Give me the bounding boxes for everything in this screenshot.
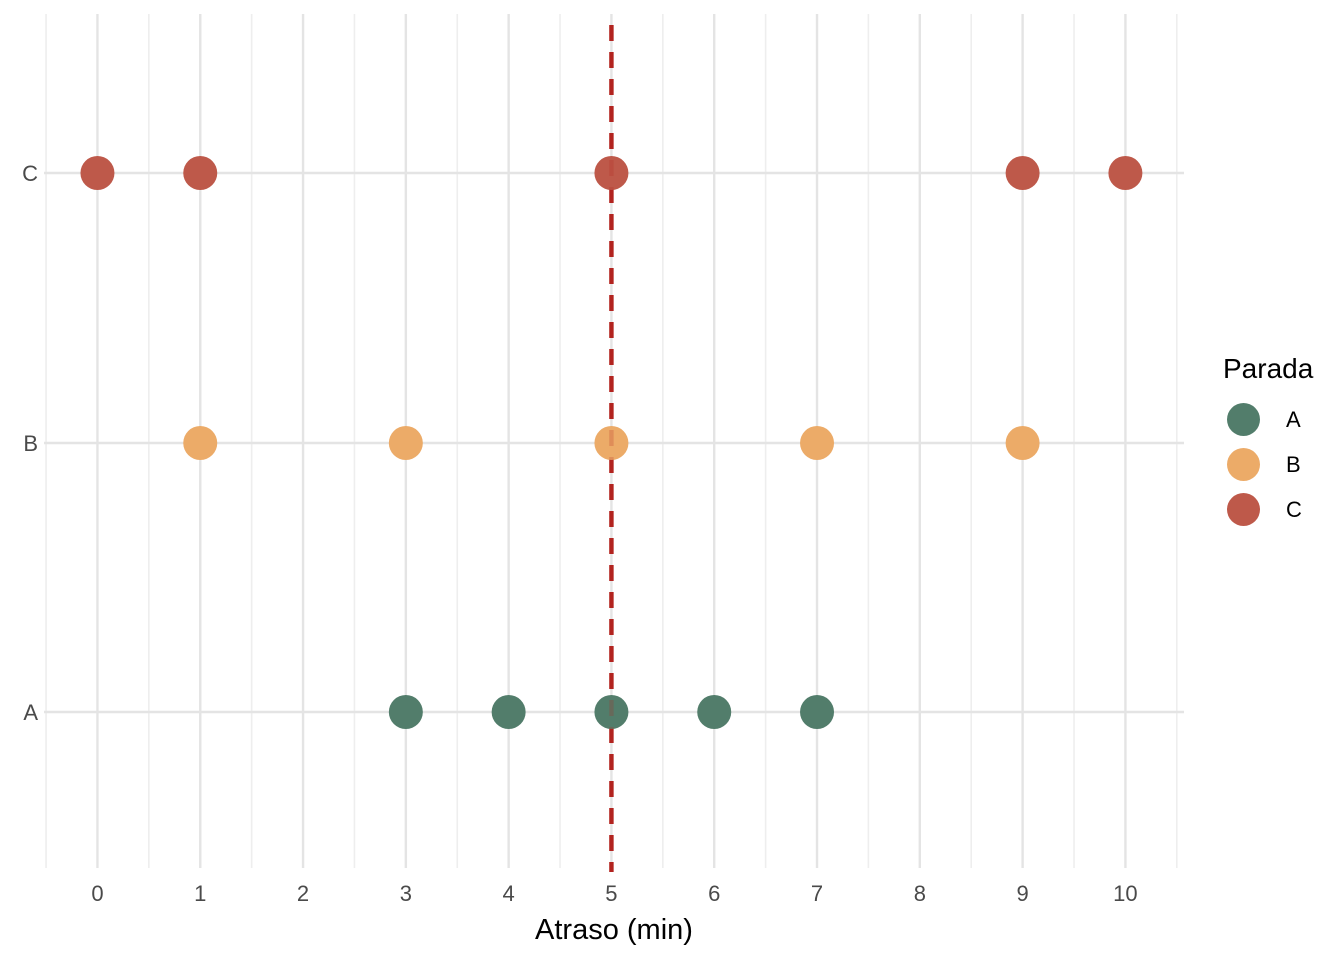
- legend-label-C: C: [1286, 496, 1302, 522]
- data-point-C-10: [1108, 156, 1143, 190]
- data-point-A-3: [388, 695, 423, 729]
- data-point-C-1: [183, 156, 218, 190]
- legend-entry-B: B: [1223, 442, 1344, 487]
- legend-swatch-B: [1227, 448, 1260, 481]
- data-point-A-4: [491, 695, 526, 729]
- legend-swatch-C: [1227, 493, 1260, 526]
- data-point-B-9: [1005, 426, 1040, 460]
- legend-swatch-A: [1227, 403, 1260, 436]
- data-point-B-1: [183, 426, 218, 460]
- x-tick-label-10: 10: [1113, 881, 1137, 906]
- data-point-A-6: [697, 695, 732, 729]
- y-tick-label-C: C: [22, 161, 38, 186]
- x-tick-label-1: 1: [194, 881, 206, 906]
- y-tick-label-A: A: [23, 700, 38, 725]
- y-tick-label-B: B: [23, 431, 38, 456]
- x-tick-label-4: 4: [503, 881, 515, 906]
- legend-label-A: A: [1286, 406, 1301, 432]
- legend-entry-A: A: [1223, 397, 1344, 442]
- x-axis-title: Atraso (min): [535, 914, 693, 946]
- legend-entry-C: C: [1223, 487, 1344, 532]
- x-tick-label-8: 8: [914, 881, 926, 906]
- legend-title: Parada: [1223, 353, 1314, 384]
- data-point-B-7: [800, 426, 835, 460]
- data-point-A-5: [594, 695, 629, 729]
- legend-label-B: B: [1286, 451, 1301, 477]
- x-tick-label-2: 2: [297, 881, 309, 906]
- data-point-C-9: [1005, 156, 1040, 190]
- data-point-B-3: [388, 426, 423, 460]
- data-point-B-5: [594, 426, 629, 460]
- x-tick-label-6: 6: [708, 881, 720, 906]
- x-tick-label-0: 0: [91, 881, 103, 906]
- x-tick-label-7: 7: [811, 881, 823, 906]
- data-point-C-5: [594, 156, 629, 190]
- x-tick-label-5: 5: [605, 881, 617, 906]
- data-point-A-7: [800, 695, 835, 729]
- x-tick-label-3: 3: [400, 881, 412, 906]
- x-tick-label-9: 9: [1016, 881, 1028, 906]
- data-point-C-0: [80, 156, 115, 190]
